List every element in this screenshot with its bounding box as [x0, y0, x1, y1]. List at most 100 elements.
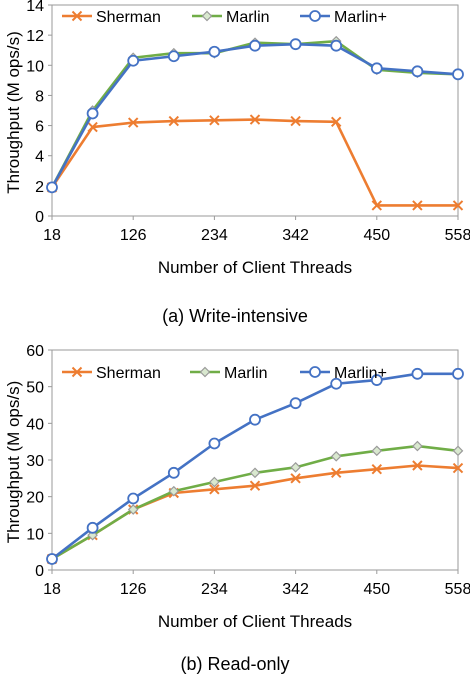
diamond-marker	[330, 450, 342, 462]
x-tick-label: 234	[201, 227, 228, 244]
circle-marker	[167, 50, 180, 63]
legend-entry: Marlin	[190, 365, 268, 382]
circle-marker	[249, 413, 261, 426]
x-marker	[71, 10, 83, 22]
plot-area	[51, 349, 459, 571]
circle-marker	[249, 39, 261, 52]
x-marker	[290, 473, 301, 484]
diamond-marker	[168, 485, 180, 497]
y-axis-label: Throughput (M ops/s)	[4, 381, 23, 544]
legend-label: Marlin+	[334, 365, 387, 382]
x-tick-label: 126	[120, 227, 147, 244]
legend-label: Sherman	[96, 9, 161, 26]
x-axis-label: Number of Client Threads	[158, 612, 352, 631]
y-tick-label: 50	[26, 380, 44, 397]
x-marker	[71, 366, 83, 378]
circle-marker	[309, 10, 321, 22]
chart-caption: (a) Write-intensive	[162, 306, 308, 326]
x-marker	[249, 114, 261, 125]
x-marker	[330, 467, 342, 479]
diamond-marker	[371, 445, 383, 457]
y-tick-label: 6	[35, 119, 44, 136]
y-tick-label: 20	[26, 490, 44, 507]
legend-entry: Marlin+	[300, 365, 387, 382]
series-marlin-plus	[46, 367, 464, 565]
series-line	[51, 444, 459, 561]
diamond-marker	[127, 504, 139, 515]
y-tick-label: 60	[26, 343, 44, 360]
x-marker	[209, 484, 220, 495]
circle-marker	[86, 521, 99, 534]
x-tick-label: 18	[43, 581, 61, 598]
circle-marker	[370, 374, 383, 386]
x-marker	[412, 200, 423, 211]
diamond-marker	[199, 366, 211, 378]
x-marker	[168, 115, 180, 127]
diamond-marker	[249, 467, 261, 479]
circle-marker	[370, 62, 383, 75]
circle-marker	[208, 437, 221, 450]
y-tick-label: 30	[26, 453, 44, 470]
legend-entry: Sherman	[62, 9, 161, 26]
x-marker	[290, 115, 301, 127]
y-tick-label: 8	[35, 88, 44, 105]
x-marker	[249, 480, 261, 491]
y-tick-label: 0	[35, 563, 44, 580]
y-tick-label: 10	[26, 58, 44, 75]
x-marker	[371, 200, 383, 211]
x-marker	[452, 462, 464, 474]
circle-marker	[330, 39, 343, 52]
circle-marker	[46, 553, 58, 565]
circle-marker	[289, 38, 302, 51]
y-tick-label: 12	[26, 28, 44, 45]
series-marlin-plus	[46, 38, 464, 194]
x-tick-label: 234	[201, 581, 228, 598]
chart-panel-2: 0 10 20 30 40 50 60 18 126 234 342 450 558 Number of …	[4, 343, 470, 674]
diamond-marker	[290, 461, 301, 473]
x-tick-label: 342	[282, 581, 309, 598]
circle-marker	[127, 54, 140, 67]
chart-caption: (b) Read-only	[180, 654, 289, 674]
x-tick-label: 342	[282, 227, 309, 244]
legend-label: Marlin	[226, 9, 270, 26]
diamond-marker	[201, 10, 213, 22]
circle-marker	[411, 65, 424, 78]
circle-marker	[452, 68, 464, 81]
circle-marker	[411, 367, 424, 380]
x-tick-label: 18	[43, 227, 61, 244]
circle-marker	[127, 492, 140, 505]
series-marlin	[46, 440, 464, 565]
x-tick-label: 450	[363, 581, 390, 598]
x-tick-label: 558	[445, 227, 470, 244]
y-tick-label: 14	[26, 0, 44, 15]
diamond-marker	[209, 476, 220, 488]
series-line	[50, 42, 459, 188]
x-marker	[127, 117, 139, 128]
x-marker	[412, 460, 423, 471]
plot-area	[51, 4, 459, 217]
x-tick-label: 558	[445, 581, 470, 598]
legend-label: Marlin+	[334, 9, 387, 26]
y-tick-label: 40	[26, 416, 44, 433]
diamond-marker	[412, 440, 423, 452]
series-marlin	[46, 35, 464, 193]
series-line	[50, 39, 459, 188]
y-tick-label: 2	[35, 179, 44, 196]
diamond-marker	[452, 445, 464, 457]
circle-marker	[46, 181, 58, 194]
legend-label: Sherman	[96, 365, 161, 382]
chart-panel-1: 0 2 4 6 8 10 12 14 18 126 234 342 450 558 Number of Cl…	[4, 0, 470, 326]
legend-label: Marlin	[224, 365, 268, 382]
circle-marker	[86, 107, 99, 120]
circle-marker	[289, 397, 302, 410]
circle-marker	[452, 367, 464, 380]
x-axis-label: Number of Client Threads	[158, 258, 352, 277]
y-tick-label: 4	[35, 149, 44, 166]
x-marker	[209, 115, 220, 126]
legend-entry: Marlin+	[300, 9, 387, 26]
y-tick-label: 0	[35, 209, 44, 226]
legend-entry: Marlin	[192, 9, 270, 26]
legend-entry: Sherman	[62, 365, 161, 382]
x-tick-label: 126	[120, 581, 147, 598]
